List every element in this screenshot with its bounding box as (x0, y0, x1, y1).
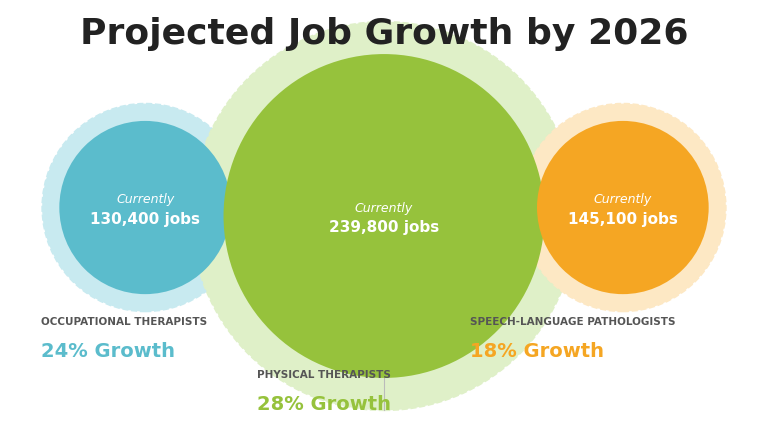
Text: Currently: Currently (355, 202, 413, 215)
Text: 130,400 jobs: 130,400 jobs (90, 212, 200, 227)
Text: SPEECH-LANGUAGE PATHOLOGISTS: SPEECH-LANGUAGE PATHOLOGISTS (470, 317, 675, 327)
Ellipse shape (520, 104, 726, 311)
Text: Projected Job Growth by 2026: Projected Job Growth by 2026 (80, 17, 688, 51)
Ellipse shape (191, 22, 577, 410)
Text: 24% Growth: 24% Growth (41, 342, 174, 361)
Ellipse shape (59, 121, 231, 294)
Text: 145,100 jobs: 145,100 jobs (568, 212, 678, 227)
Ellipse shape (223, 54, 545, 378)
Text: 239,800 jobs: 239,800 jobs (329, 220, 439, 235)
Ellipse shape (42, 104, 248, 311)
Ellipse shape (537, 121, 709, 294)
Text: 18% Growth: 18% Growth (470, 342, 604, 361)
Text: PHYSICAL THERAPISTS: PHYSICAL THERAPISTS (257, 370, 391, 380)
Text: Currently: Currently (594, 194, 652, 206)
Text: OCCUPATIONAL THERAPISTS: OCCUPATIONAL THERAPISTS (41, 317, 207, 327)
Text: Currently: Currently (116, 194, 174, 206)
Text: 28% Growth: 28% Growth (257, 395, 391, 414)
